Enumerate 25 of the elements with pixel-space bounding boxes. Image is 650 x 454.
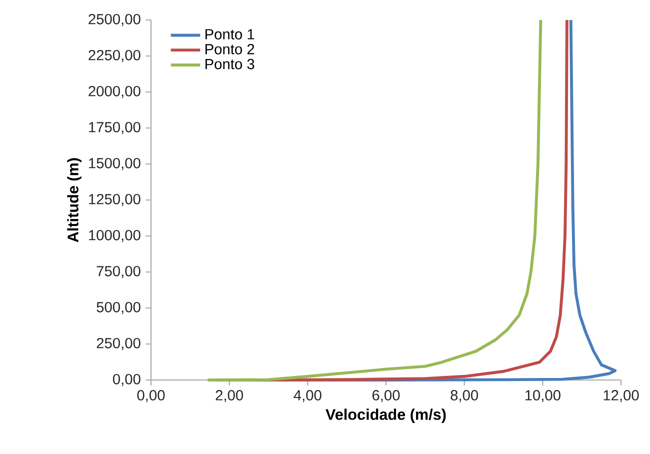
line-series: [267, 18, 568, 382]
legend-label: Ponto 3: [206, 58, 254, 70]
y-tick-label: 1500,00: [89, 158, 140, 170]
x-tick-label: 10,00: [525, 390, 560, 402]
y-tick-label: 1750,00: [89, 122, 140, 134]
y-tick-label: 1000,00: [89, 230, 140, 242]
x-tick-label: 12,00: [604, 390, 639, 402]
legend-label: Ponto 2: [206, 44, 254, 54]
x-tick-label: 6,00: [372, 390, 400, 402]
x-tick-label: 2,00: [216, 390, 244, 402]
line-series: [206, 18, 542, 382]
y-tick-label: 0,00: [112, 374, 140, 386]
y-tick-label: 250,00: [96, 338, 140, 350]
y-axis-title: Altitude (m): [67, 158, 82, 242]
y-tick-label: 2500,00: [88, 14, 140, 26]
x-tick-label: 4,00: [294, 390, 322, 402]
y-tick-label: 2000,00: [88, 86, 140, 98]
x-tick-label: 8,00: [450, 390, 478, 402]
x-tick-label: 0,00: [137, 390, 165, 402]
y-tick-label: 500,00: [96, 302, 140, 314]
x-axis-title: Velocidade (m/s): [326, 408, 446, 423]
y-tick-label: 2250,00: [88, 50, 140, 62]
legend-label: Ponto 1: [206, 29, 254, 40]
y-tick-label: 1250,00: [89, 194, 140, 206]
y-tick-label: 750,00: [96, 266, 140, 278]
